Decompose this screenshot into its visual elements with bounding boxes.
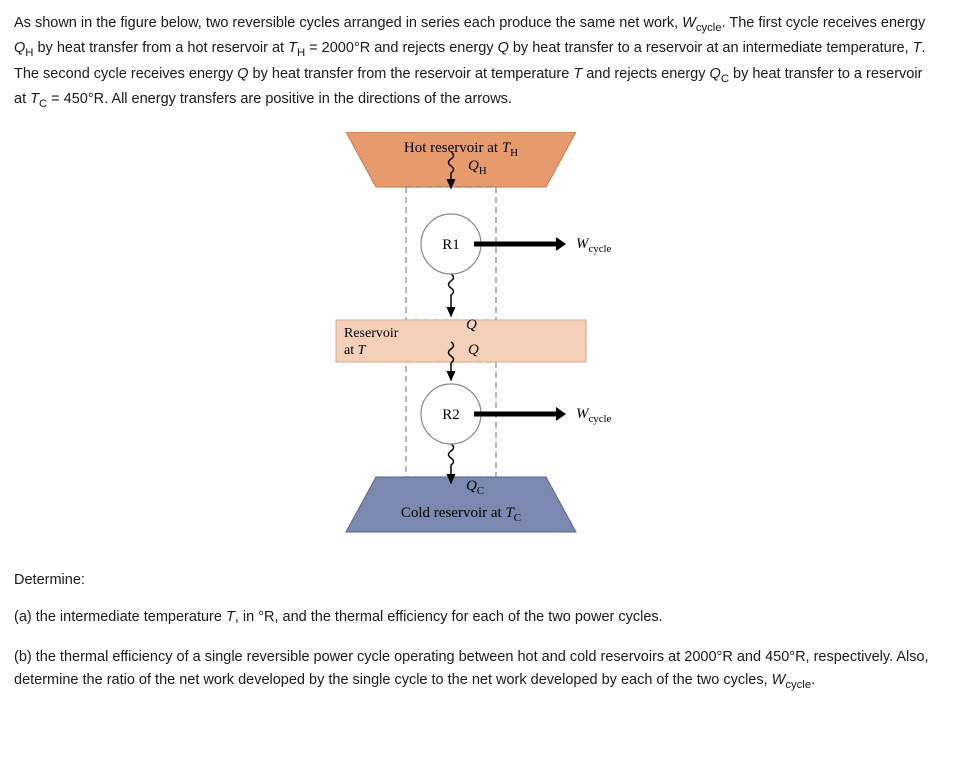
svg-text:at T: at T <box>344 343 367 358</box>
determine-heading: Determine: <box>14 572 937 588</box>
problem-statement: As shown in the figure below, two revers… <box>14 12 937 114</box>
svg-text:Q: Q <box>466 317 477 333</box>
question-b: (b) the thermal efficiency of a single r… <box>14 646 937 694</box>
svg-text:Wcycle: Wcycle <box>576 236 611 255</box>
question-a: (a) the intermediate temperature T, in °… <box>14 606 937 628</box>
svg-text:R1: R1 <box>442 237 460 253</box>
figure: Hot reservoir at THReservoirat TCold res… <box>14 132 937 542</box>
svg-text:Reservoir: Reservoir <box>344 326 399 341</box>
svg-text:Q: Q <box>468 342 479 358</box>
svg-text:R2: R2 <box>442 407 460 423</box>
svg-text:Wcycle: Wcycle <box>576 406 611 425</box>
